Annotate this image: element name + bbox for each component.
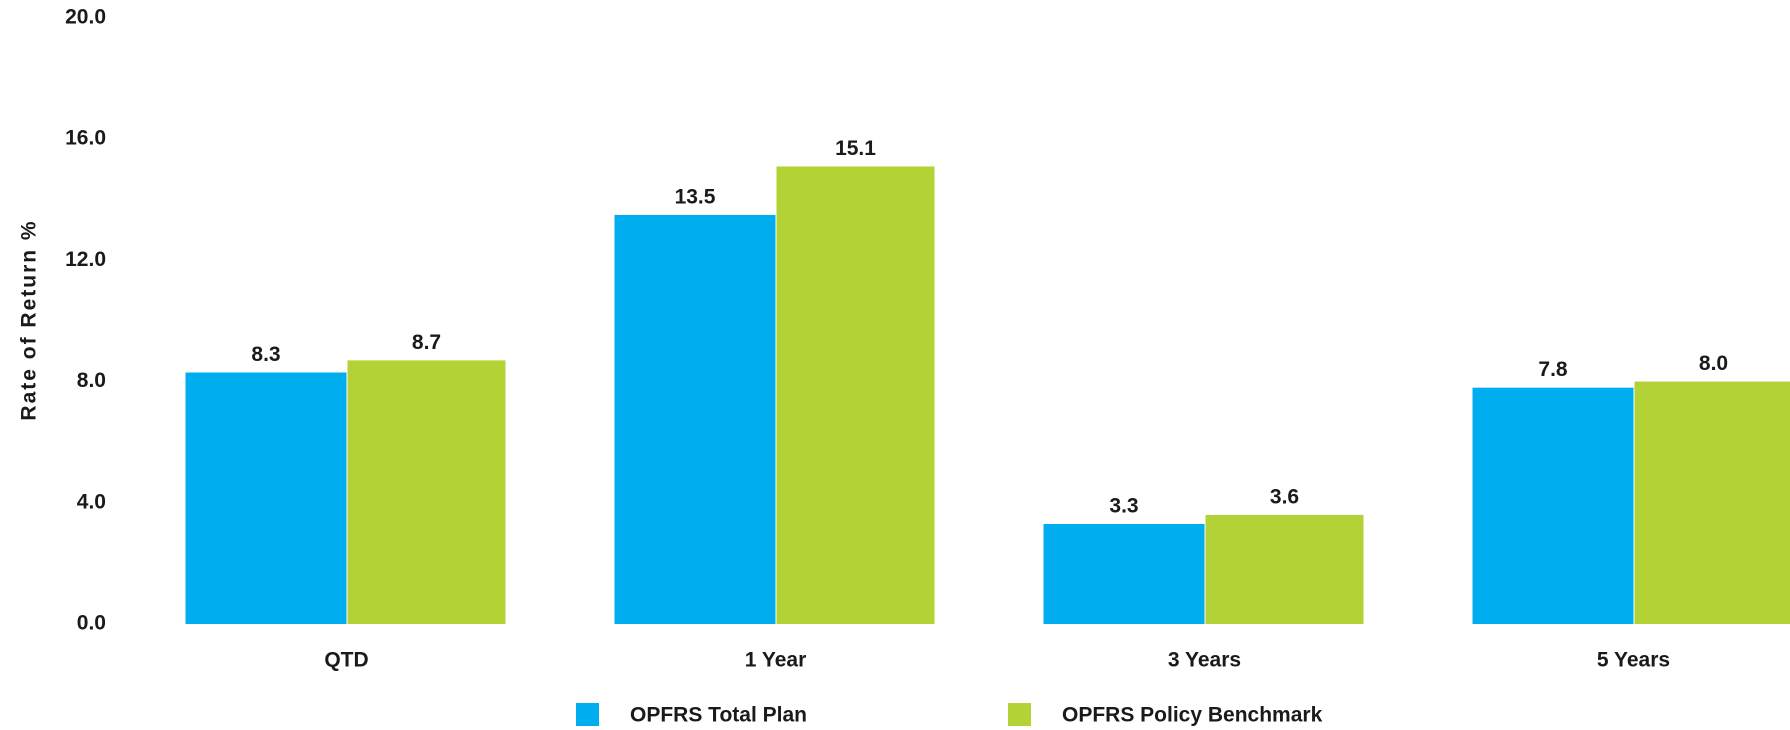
bar (347, 360, 506, 624)
bar (614, 214, 776, 624)
value-label: 13.5 (675, 185, 716, 208)
y-tick-label: 0.0 (77, 612, 106, 635)
y-tick-label: 16.0 (65, 127, 106, 150)
value-label: 8.7 (412, 331, 441, 354)
bar (1043, 524, 1205, 624)
y-tick-label: 20.0 (65, 6, 106, 29)
value-label: 3.3 (1109, 495, 1138, 518)
value-label: 7.8 (1538, 358, 1568, 381)
value-label: 8.3 (251, 343, 280, 366)
legend-label: OPFRS Total Plan (630, 704, 807, 727)
legend-label: OPFRS Policy Benchmark (1062, 704, 1323, 727)
y-tick-label: 8.0 (77, 369, 106, 392)
bar (185, 372, 347, 624)
x-tick-label: QTD (324, 649, 368, 672)
x-tick-label: 5 Years (1597, 649, 1670, 672)
x-tick-label: 1 Year (745, 649, 807, 672)
y-tick-label: 4.0 (77, 490, 106, 513)
legend-swatch (576, 703, 599, 726)
bar (1205, 514, 1364, 624)
value-label: 8.0 (1699, 352, 1728, 375)
x-tick-label: 3 Years (1168, 649, 1241, 672)
value-label: 15.1 (835, 137, 876, 160)
value-label: 3.6 (1270, 485, 1299, 508)
bar (1472, 387, 1634, 624)
bar (1634, 381, 1790, 624)
legend-swatch (1008, 703, 1031, 726)
y-axis-label: Rate of Return % (18, 219, 41, 420)
bar (776, 166, 935, 624)
y-tick-label: 12.0 (65, 248, 106, 271)
